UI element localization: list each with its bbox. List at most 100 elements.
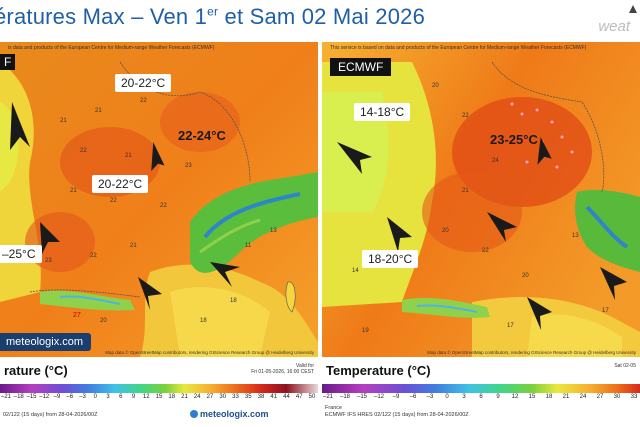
color-scale-tick: 3 bbox=[462, 394, 466, 400]
color-scale-tick: 15 bbox=[528, 394, 536, 400]
svg-text:21: 21 bbox=[60, 118, 67, 124]
color-scale-tick: 21 bbox=[562, 394, 570, 400]
temp-label-southwest: 18-20°C bbox=[362, 250, 419, 268]
svg-text:22: 22 bbox=[90, 253, 97, 259]
color-scale-tick: 27 bbox=[206, 394, 214, 400]
legend-title: Temperature (°C) bbox=[326, 363, 431, 378]
meteologix-logo[interactable]: meteologix.com bbox=[190, 409, 269, 419]
map-attribution: Map data © OpenStreetMap contributors, r… bbox=[105, 350, 314, 355]
color-scale-tick: 12 bbox=[142, 394, 150, 400]
color-scale-tick: –21 bbox=[0, 394, 12, 400]
color-scale-tick: –18 bbox=[13, 394, 24, 400]
svg-text:21: 21 bbox=[70, 188, 77, 194]
color-scale-tick: –18 bbox=[339, 394, 351, 400]
color-scale-tick: 12 bbox=[511, 394, 519, 400]
svg-text:23: 23 bbox=[45, 258, 52, 264]
color-scale-tick: –15 bbox=[26, 394, 37, 400]
map-attribution: Map data © OpenStreetMap contributors, r… bbox=[427, 350, 636, 355]
valid-time: Sat 02-05 bbox=[614, 363, 636, 369]
color-scale-tick: 33 bbox=[232, 394, 239, 400]
color-scale-tick: 50 bbox=[308, 394, 316, 400]
temperature-map: 20 22 24 21 20 22 14 20 13 17 17 19 bbox=[322, 42, 640, 357]
svg-text:19: 19 bbox=[362, 328, 369, 334]
wind-arrows bbox=[10, 102, 240, 310]
temp-label-southwest: –25°C bbox=[0, 245, 42, 263]
svg-text:20: 20 bbox=[442, 228, 449, 234]
svg-text:11: 11 bbox=[245, 243, 252, 249]
color-scale-tick: 15 bbox=[155, 394, 163, 400]
color-scale-ticks: –21 –18 –15 –12 –9 –6 –3 0 3 6 9 12 15 18 21 24 27 30 33 bbox=[322, 394, 640, 402]
color-scale-tick: 24 bbox=[193, 394, 201, 400]
svg-text:27: 27 bbox=[73, 312, 81, 319]
data-credit: This service is based on data and produc… bbox=[330, 45, 587, 51]
temperature-map: 21 21 22 22 21 23 21 22 22 23 22 21 11 13 18 18 20 2… bbox=[0, 42, 318, 357]
svg-text:22: 22 bbox=[110, 198, 117, 204]
svg-text:22: 22 bbox=[462, 113, 469, 119]
color-scale-tick: 6 bbox=[479, 394, 483, 400]
panel-divider bbox=[318, 40, 322, 427]
svg-text:22: 22 bbox=[140, 98, 147, 104]
color-scale-tick: 44 bbox=[283, 394, 290, 400]
color-scale bbox=[0, 384, 318, 393]
title-bar: ératures Max – Ven 1er et Sam 02 Mai 202… bbox=[0, 0, 640, 40]
color-scale-tick: –21 bbox=[322, 394, 334, 400]
brand-name: weat bbox=[598, 18, 630, 35]
color-scale-tick: 21 bbox=[181, 394, 188, 400]
svg-text:20: 20 bbox=[432, 83, 439, 89]
svg-text:20: 20 bbox=[100, 318, 107, 324]
color-scale-tick: –12 bbox=[373, 394, 385, 400]
model-badge: ECMWF bbox=[330, 58, 392, 76]
svg-text:20: 20 bbox=[522, 273, 529, 279]
svg-text:21: 21 bbox=[95, 108, 102, 114]
color-scale-tick: –6 bbox=[409, 394, 417, 400]
color-scale-tick: 24 bbox=[579, 394, 587, 400]
color-scale-tick: –6 bbox=[66, 394, 74, 400]
temp-label-east: 22-24°C bbox=[178, 128, 226, 143]
temp-label-east: 23-25°C bbox=[490, 132, 538, 147]
svg-text:21: 21 bbox=[462, 188, 469, 194]
color-scale-ticks: –21 –18 –15 –12 –9 –6 –3 0 3 6 9 12 15 18 21 24 27 30 33 35… bbox=[0, 394, 318, 402]
svg-text:21: 21 bbox=[125, 153, 132, 159]
color-scale-tick: –9 bbox=[392, 394, 400, 400]
svg-text:22: 22 bbox=[80, 148, 87, 154]
meteologix-badge[interactable]: meteologix.com bbox=[0, 333, 92, 351]
svg-text:13: 13 bbox=[572, 233, 579, 239]
svg-text:17: 17 bbox=[507, 323, 514, 329]
color-scale-tick: 6 bbox=[119, 394, 123, 400]
color-scale-tick: 35 bbox=[244, 394, 252, 400]
color-scale-tick: 33 bbox=[630, 394, 638, 400]
color-scale bbox=[322, 384, 640, 393]
color-scale-tick: –3 bbox=[426, 394, 434, 400]
svg-text:13: 13 bbox=[270, 228, 277, 234]
svg-text:17: 17 bbox=[602, 308, 609, 314]
svg-text:18: 18 bbox=[200, 318, 207, 324]
brand-logo-icon bbox=[629, 5, 637, 13]
svg-text:14: 14 bbox=[352, 268, 359, 274]
color-scale-tick: 18 bbox=[168, 394, 176, 400]
color-scale-tick: 9 bbox=[131, 394, 136, 400]
color-scale-tick: 30 bbox=[613, 394, 621, 400]
color-scale-tick: 47 bbox=[295, 394, 303, 400]
color-scale-tick: –12 bbox=[39, 394, 50, 400]
color-scale-tick: 38 bbox=[257, 394, 265, 400]
map-panel-saturday: 20 22 24 21 20 22 14 20 13 17 17 19 This service… bbox=[322, 42, 640, 357]
svg-text:22: 22 bbox=[160, 203, 167, 209]
model-run: 02/122 (15 days) from 28-04-2026/00Z bbox=[3, 412, 98, 418]
model-badge: F bbox=[0, 54, 16, 70]
legend-saturday: Temperature (°C) Sat 02-05 –21 –18 –15 –12 –… bbox=[322, 360, 640, 427]
color-scale-tick: 0 bbox=[93, 394, 97, 400]
logo-icon bbox=[190, 410, 198, 418]
color-scale-tick: –15 bbox=[356, 394, 368, 400]
color-scale-tick: 9 bbox=[496, 394, 500, 400]
svg-text:24: 24 bbox=[492, 158, 499, 164]
model-run: ECMWF IFS HRES 02/122 (15 days) from 28-… bbox=[325, 412, 469, 418]
legend-title: rature (°C) bbox=[4, 363, 68, 378]
temp-label-north: 20-22°C bbox=[115, 74, 172, 92]
color-scale-tick: 30 bbox=[219, 394, 227, 400]
svg-text:18: 18 bbox=[230, 298, 237, 304]
svg-text:21: 21 bbox=[130, 243, 137, 249]
legend-friday: rature (°C) Valid for Fri 01-05-2026, 16… bbox=[0, 360, 318, 427]
svg-text:23: 23 bbox=[185, 163, 192, 169]
page-title: ératures Max – Ven 1er et Sam 02 Mai 202… bbox=[0, 4, 426, 29]
svg-text:22: 22 bbox=[482, 248, 489, 254]
